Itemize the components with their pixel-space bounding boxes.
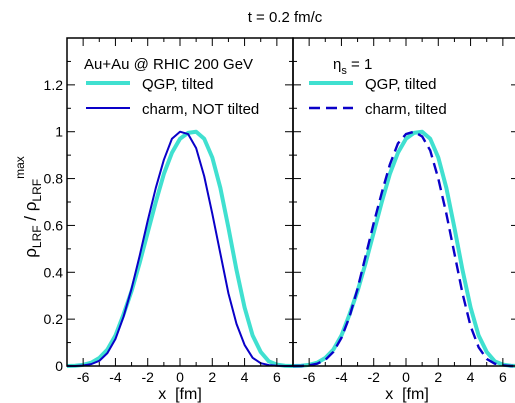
right-legend: QGP, tilted charm, tilted — [309, 76, 447, 118]
left-axes: -6 -4 -2 0 2 4 6 0 0.2 0.4 0.6 0.8 1 1.2 — [44, 37, 294, 385]
right-legend-label-qgp: QGP, tilted — [365, 76, 436, 93]
y-axis-label-sub1: LRF — [30, 225, 44, 248]
left-y-tick-label: 0.8 — [44, 171, 64, 187]
y-axis-label-sup: max — [13, 156, 27, 179]
left-panel-annotation: Au+Au @ RHIC 200 GeV — [84, 56, 253, 73]
left-series-qgp — [66, 129, 294, 368]
left-y-tick-label: 1 — [55, 124, 63, 140]
right-legend-label-charm: charm, tilted — [365, 101, 447, 118]
right-x-tick-label: -2 — [367, 369, 380, 385]
left-y-tick-label: 0.4 — [44, 264, 64, 280]
left-legend: QGP, tilted charm, NOT tilted — [86, 76, 259, 118]
left-y-tick-label: 1.2 — [44, 77, 64, 93]
right-x-tick-label: 2 — [434, 369, 442, 385]
left-x-tick-label: 0 — [176, 369, 184, 385]
right-x-tick-label: -4 — [335, 369, 348, 385]
left-y-tick-label: 0.2 — [44, 311, 64, 327]
left-x-axis-label: x [fm] — [158, 386, 202, 403]
left-x-tick-label: -6 — [77, 369, 90, 385]
left-legend-label-charm: charm, NOT tilted — [142, 101, 259, 118]
y-axis-label-main: ρ — [21, 248, 40, 258]
right-x-tick-label: 4 — [467, 369, 475, 385]
right-panel-annotation: ηs = 1 — [333, 56, 372, 77]
left-y-tick-label: 0 — [55, 358, 63, 374]
y-axis-label-sub2: LRF — [30, 179, 44, 202]
right-annotation-sub: s — [341, 65, 347, 77]
y-axis-label: ρLRF / ρLRFmax — [13, 156, 44, 258]
figure-title: t = 0.2 fm/c — [248, 9, 323, 26]
right-annotation-main: η — [333, 56, 341, 73]
right-series-qgp — [292, 129, 515, 368]
left-x-tick-label: 4 — [241, 369, 249, 385]
right-axes: -6 -4 -2 0 2 4 6 — [292, 37, 515, 385]
left-x-tick-label: 6 — [273, 369, 281, 385]
left-series-charm — [67, 130, 293, 367]
right-x-tick-label: 6 — [499, 369, 507, 385]
right-x-tick-label: -6 — [303, 369, 316, 385]
left-legend-label-qgp: QGP, tilted — [142, 76, 213, 93]
right-annotation-rest: = 1 — [347, 56, 372, 73]
right-series-charm — [293, 130, 515, 368]
right-x-tick-label: 0 — [402, 369, 410, 385]
y-axis-label-slash: / ρ — [21, 202, 40, 226]
left-y-tick-label: 0.6 — [44, 217, 64, 233]
left-panel: -6 -4 -2 0 2 4 6 0 0.2 0.4 0.6 0.8 1 1.2 Au+Au @ RHIC… — [44, 37, 294, 403]
left-x-tick-label: -4 — [109, 369, 122, 385]
right-x-axis-label: x [fm] — [385, 386, 429, 403]
left-x-tick-label: -2 — [141, 369, 154, 385]
right-panel: -6 -4 -2 0 2 4 6 ηs = 1 QGP, tilted charm, til… — [292, 37, 515, 403]
left-x-tick-label: 2 — [208, 369, 216, 385]
